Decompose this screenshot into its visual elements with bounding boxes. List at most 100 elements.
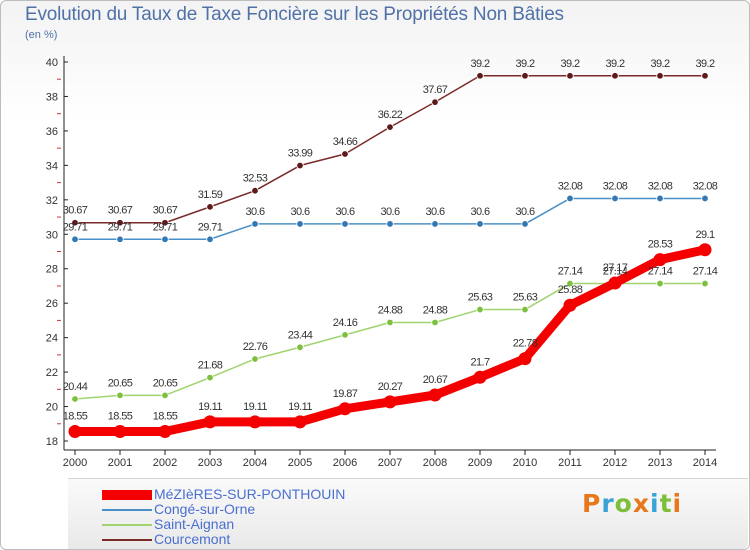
data-label-cong-sur-orne: 29.71: [63, 221, 88, 233]
data-label-saint-aignan: 24.16: [333, 317, 358, 329]
data-label-saint-aignan: 27.14: [603, 266, 628, 278]
y-tick-label: 34: [46, 160, 58, 172]
data-label-cong-sur-orne: 32.08: [558, 180, 583, 192]
data-label-courcemont: 32.53: [243, 173, 268, 185]
y-tick-label: 30: [46, 229, 58, 241]
logo-letter: x: [632, 489, 650, 518]
data-point-courcemont: [296, 161, 304, 170]
x-tick-label: 2002: [153, 457, 177, 469]
data-point-courcemont: [161, 219, 169, 227]
data-label-courcemont: 30.67: [108, 205, 133, 217]
data-point-m-zi-res-sur-ponthouin: [518, 352, 532, 366]
data-label-saint-aignan: 20.65: [108, 377, 133, 389]
data-point-m-zi-res-sur-ponthouin: [68, 425, 82, 439]
axes: 18 20 22 24 26 28 30 32 34 36 38 40 2000 2001 2002 2003…: [46, 56, 717, 469]
data-label-m-zi-res-sur-ponthouin: 29.1: [695, 229, 714, 241]
data-point-saint-aignan: [296, 343, 304, 351]
data-point-saint-aignan: [521, 305, 529, 314]
data-point-courcemont: [431, 98, 439, 106]
data-label-saint-aignan: 24.88: [378, 304, 403, 316]
data-label-cong-sur-orne: 30.6: [515, 206, 534, 218]
logo-letter: r: [601, 489, 615, 518]
data-point-cong-sur-orne: [116, 235, 124, 243]
y-tick-label: 26: [46, 298, 58, 310]
x-tick-label: 2006: [333, 457, 357, 469]
y-tick-label: 20: [46, 402, 58, 414]
data-label-saint-aignan: 27.14: [693, 266, 718, 278]
data-point-courcemont: [116, 219, 124, 227]
data-point-m-zi-res-sur-ponthouin: [653, 253, 667, 267]
data-label-m-zi-res-sur-ponthouin: 19.87: [333, 388, 358, 400]
data-point-saint-aignan: [431, 318, 439, 327]
y-tick-label: 28: [46, 264, 58, 276]
data-point-m-zi-res-sur-ponthouin: [698, 243, 712, 257]
x-tick-label: 2013: [648, 457, 672, 469]
series-layer: [68, 72, 712, 439]
data-label-cong-sur-orne: 29.71: [108, 221, 133, 233]
data-label-courcemont: 39.2: [650, 58, 669, 70]
data-point-m-zi-res-sur-ponthouin: [203, 415, 217, 429]
data-point-m-zi-res-sur-ponthouin: [563, 298, 577, 312]
data-label-m-zi-res-sur-ponthouin: 20.67: [423, 374, 448, 386]
data-point-m-zi-res-sur-ponthouin: [158, 425, 172, 439]
chart-title: Evolution du Taux de Taxe Foncière sur l…: [25, 4, 564, 25]
data-point-saint-aignan: [116, 391, 124, 400]
data-label-cong-sur-orne: 30.6: [380, 206, 399, 218]
y-unit-label: (en %): [25, 29, 58, 41]
data-point-cong-sur-orne: [656, 194, 664, 203]
data-point-courcemont: [656, 72, 664, 80]
data-point-courcemont: [206, 203, 214, 211]
data-label-courcemont: 39.2: [605, 58, 624, 70]
data-point-saint-aignan: [656, 279, 664, 288]
legend-label-saint-aignan: Saint-Aignan: [154, 516, 235, 532]
data-label-cong-sur-orne: 30.6: [470, 206, 489, 218]
y-tick-label: 38: [46, 91, 58, 103]
data-label-m-zi-res-sur-ponthouin: 28.53: [648, 239, 673, 251]
data-label-cong-sur-orne: 30.6: [290, 206, 309, 218]
data-label-m-zi-res-sur-ponthouin: 20.27: [378, 381, 403, 393]
data-label-saint-aignan: 25.63: [468, 292, 493, 304]
data-point-m-zi-res-sur-ponthouin: [338, 402, 352, 416]
data-point-cong-sur-orne: [476, 220, 484, 228]
data-point-courcemont: [476, 72, 484, 80]
data-point-saint-aignan: [341, 331, 349, 339]
data-label-courcemont: 33.99: [288, 148, 313, 160]
data-point-courcemont: [386, 123, 394, 131]
data-point-courcemont: [71, 219, 79, 227]
logo-letter: i: [672, 489, 683, 518]
data-label-m-zi-res-sur-ponthouin: 18.55: [108, 411, 133, 423]
data-label-cong-sur-orne: 30.6: [335, 206, 354, 218]
data-label-saint-aignan: 20.44: [63, 381, 88, 393]
data-label-m-zi-res-sur-ponthouin: 25.88: [558, 284, 583, 296]
data-label-cong-sur-orne: 32.08: [693, 180, 718, 192]
x-tick-label: 2007: [378, 457, 402, 469]
data-label-courcemont: 30.67: [63, 205, 88, 217]
x-tick-label: 2001: [108, 457, 132, 469]
data-point-m-zi-res-sur-ponthouin: [383, 395, 397, 409]
data-label-m-zi-res-sur-ponthouin: 27.17: [603, 262, 628, 274]
data-label-courcemont: 37.67: [423, 84, 448, 96]
data-point-cong-sur-orne: [521, 220, 529, 228]
data-label-saint-aignan: 24.88: [423, 304, 448, 316]
data-label-saint-aignan: 27.14: [648, 266, 673, 278]
legend-label-mezieres: MéZIèRES-SUR-PONTHOUIN: [154, 486, 346, 502]
x-tick-label: 2009: [468, 457, 492, 469]
legend-swatch-courcemont: [102, 539, 152, 541]
data-point-cong-sur-orne: [161, 235, 169, 243]
data-label-courcemont: 36.22: [378, 109, 403, 121]
series-line-courcemont: [74, 75, 706, 224]
data-point-courcemont: [566, 72, 574, 80]
y-tick-label: 18: [46, 436, 58, 448]
data-label-cong-sur-orne: 32.08: [603, 180, 628, 192]
data-point-saint-aignan: [161, 391, 169, 400]
data-point-cong-sur-orne: [386, 220, 394, 228]
data-point-m-zi-res-sur-ponthouin: [293, 415, 307, 429]
data-point-courcemont: [251, 186, 259, 195]
x-tick-label: 2012: [603, 457, 627, 469]
data-point-saint-aignan: [206, 373, 214, 382]
data-point-cong-sur-orne: [701, 194, 709, 203]
data-label-m-zi-res-sur-ponthouin: 22.78: [513, 338, 538, 350]
data-label-courcemont: 39.2: [515, 58, 534, 70]
legend: MéZIèRES-SUR-PONTHOUIN Congé-sur-Orne Sa…: [68, 478, 748, 549]
data-point-courcemont: [701, 72, 709, 80]
